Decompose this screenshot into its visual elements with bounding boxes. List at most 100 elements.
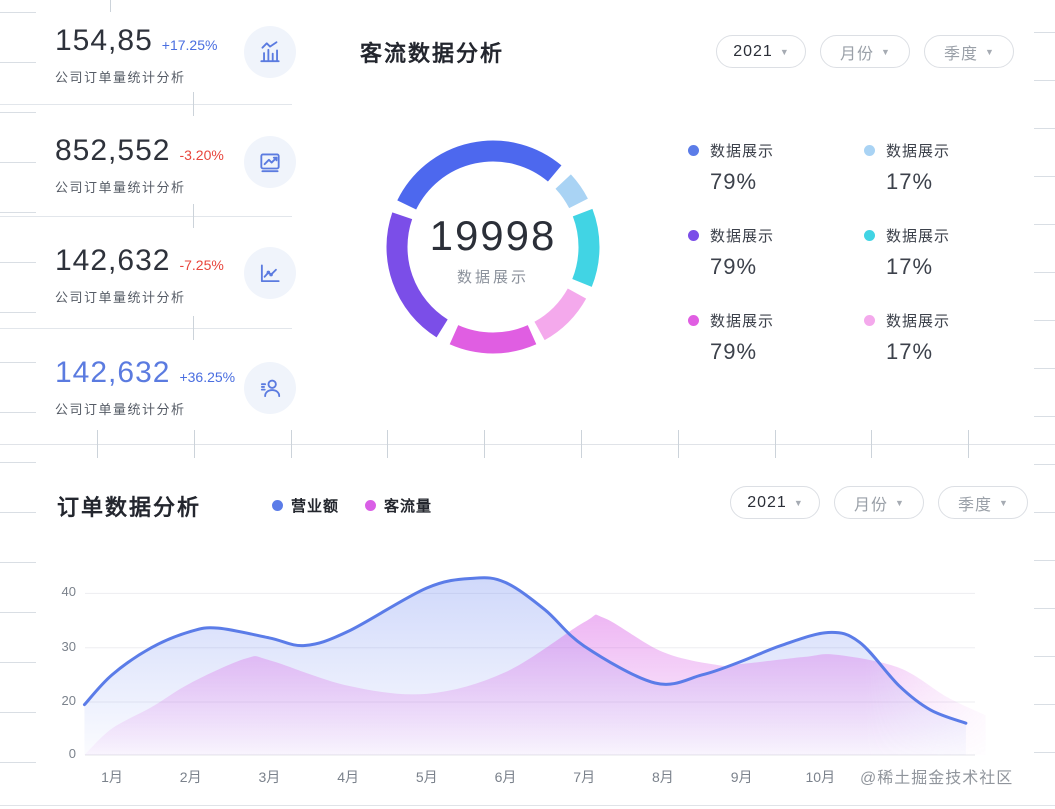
filter-月份[interactable]: 月份 ▼: [834, 486, 924, 519]
stat-label: 公司订单量统计分析: [55, 180, 186, 195]
legend-dot-icon: [365, 500, 377, 511]
ruler-mark: [193, 204, 194, 228]
traffic-panel-title: 客流数据分析: [360, 41, 505, 66]
ruler-mark: [484, 430, 485, 458]
legend-label: 数据展示: [710, 143, 775, 160]
legend-dot-icon: [864, 315, 875, 326]
ruler-mark: [194, 430, 195, 458]
ruler-mark: [775, 430, 776, 458]
ruler-mark: [1034, 608, 1055, 609]
legend-item-营业额[interactable]: 营业额: [272, 495, 339, 516]
ruler-mark: [1034, 32, 1055, 33]
legend-dot-icon: [864, 145, 875, 156]
line-chart-icon: [244, 247, 296, 299]
series-line-revenue: [82, 576, 968, 725]
donut-segment[interactable]: [386, 212, 448, 338]
x-axis-tick: 4月: [337, 769, 359, 785]
donut-segment[interactable]: [397, 140, 562, 210]
donut-segment[interactable]: [534, 288, 587, 341]
x-axis-tick: 10月: [805, 769, 836, 785]
ruler-mark: [193, 316, 194, 340]
ruler-mark: [291, 430, 292, 458]
filter-label: 月份: [840, 45, 875, 63]
orders-panel-title: 订单数据分析: [57, 495, 202, 520]
legend-item[interactable]: 数据展示 79%: [688, 140, 864, 195]
user-stats-icon: [244, 362, 296, 414]
filter-月份[interactable]: 月份 ▼: [820, 35, 910, 68]
stat-card: 142,632 +36.25% 公司订单量统计分析: [55, 356, 240, 418]
ruler-mark: [0, 512, 36, 513]
filter-label: 季度: [958, 496, 993, 514]
chevron-down-icon: ▼: [985, 46, 994, 57]
stat-value: 852,552: [55, 134, 171, 167]
chevron-down-icon: ▼: [999, 497, 1008, 508]
ruler-mark: [0, 362, 36, 363]
legend-dot-icon: [864, 230, 875, 241]
ruler-mark: [1034, 704, 1055, 705]
ruler-mark: [0, 212, 36, 213]
ruler-mark: [871, 430, 872, 458]
stat-label: 公司订单量统计分析: [55, 70, 186, 85]
legend-label: 营业额: [291, 498, 340, 515]
legend-item[interactable]: 数据展示 17%: [864, 140, 1024, 195]
legend-item-客流量[interactable]: 客流量: [365, 495, 432, 516]
ruler-mark: [678, 430, 679, 458]
chevron-down-icon: ▼: [895, 497, 904, 508]
ruler-mark: [0, 412, 36, 413]
legend-item[interactable]: 数据展示 79%: [688, 225, 864, 280]
traffic-donut-chart: [373, 127, 613, 367]
filter-季度[interactable]: 季度 ▼: [938, 486, 1028, 519]
filter-label: 月份: [854, 496, 889, 514]
ruler-mark: [0, 662, 36, 663]
donut-segment[interactable]: [555, 174, 588, 209]
ruler-mark: [1034, 560, 1055, 561]
stat-card: 154,85 +17.25% 公司订单量统计分析: [55, 24, 240, 86]
ruler-mark: [0, 162, 36, 163]
legend-value: 17%: [886, 339, 934, 364]
ruler-mark: [97, 430, 98, 458]
filter-label: 2021: [733, 42, 773, 60]
legend-label: 客流量: [384, 498, 433, 515]
stat-label: 公司订单量统计分析: [55, 290, 186, 305]
legend-item[interactable]: 数据展示 79%: [688, 310, 864, 365]
ruler-mark: [0, 62, 36, 63]
stat-card: 142,632 -7.25% 公司订单量统计分析: [55, 244, 240, 306]
x-axis-tick: 5月: [415, 769, 438, 785]
donut-segment[interactable]: [449, 324, 537, 354]
chevron-down-icon: ▼: [881, 46, 890, 57]
filter-label: 季度: [944, 45, 979, 63]
series-area-traffic: [84, 614, 986, 755]
x-axis-tick: 7月: [573, 769, 596, 785]
x-axis-tick: 8月: [651, 769, 674, 785]
stat-delta: +36.25%: [179, 369, 236, 385]
stat-label: 公司订单量统计分析: [55, 402, 186, 417]
legend-item[interactable]: 数据展示 17%: [864, 310, 1024, 365]
ruler-mark: [1034, 272, 1055, 273]
filter-2021[interactable]: 2021 ▼: [730, 486, 820, 519]
legend-item[interactable]: 数据展示 17%: [864, 225, 1024, 280]
bar-chart-icon: [244, 26, 296, 78]
ruler-mark: [0, 312, 36, 313]
legend-value: 79%: [710, 339, 758, 364]
filter-2021[interactable]: 2021 ▼: [716, 35, 806, 68]
legend-label: 数据展示: [710, 313, 775, 330]
stat-delta: +17.25%: [161, 37, 218, 53]
legend-dot-icon: [688, 315, 699, 326]
ruler-mark: [0, 805, 1055, 806]
x-axis-tick: 2月: [179, 769, 202, 785]
legend-dot-icon: [272, 500, 283, 511]
stat-value: 154,85: [55, 24, 153, 57]
ruler-mark: [1034, 656, 1055, 657]
filter-季度[interactable]: 季度 ▼: [924, 35, 1014, 68]
ruler-mark: [1034, 320, 1055, 321]
ruler-mark: [0, 612, 36, 613]
donut-segment[interactable]: [572, 208, 600, 287]
ruler-mark: [581, 430, 582, 458]
y-axis-tick: 20: [61, 693, 76, 708]
chevron-down-icon: ▼: [793, 497, 803, 508]
y-axis-tick: 40: [61, 584, 76, 600]
donut-legend: 数据展示 79% 数据展示 17% 数据展示 79% 数据展示 17% 数据展示 79% 数据展示 1…: [688, 140, 1024, 365]
ruler-mark: [193, 92, 194, 116]
legend-value: 79%: [710, 169, 758, 194]
